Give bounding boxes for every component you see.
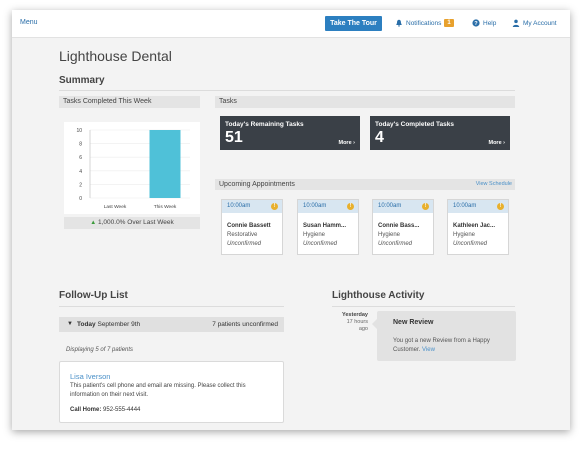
svg-text:?: ? xyxy=(474,21,478,27)
activity-timestamp: Yesterday 17 hours ago xyxy=(328,312,368,333)
appointment-card[interactable]: 10:00am! Susan Hamm... Hygiene Unconfirm… xyxy=(297,199,359,255)
tasks-header: Tasks xyxy=(215,96,515,108)
appointment-status: Unconfirmed xyxy=(453,241,488,247)
chart-footer-text: 1,000.0% Over Last Week xyxy=(98,219,174,226)
appointment-card[interactable]: 10:00am! Connie Bass... Hygiene Unconfir… xyxy=(372,199,434,255)
completed-tasks-more-link[interactable]: More › xyxy=(488,140,505,146)
completed-tasks-card[interactable]: Today's Completed Tasks 4 More › xyxy=(370,116,510,150)
y-tick-label: 0 xyxy=(79,196,82,202)
activity-time-ago-suffix: ago xyxy=(358,326,368,332)
y-tick-label: 2 xyxy=(79,182,82,188)
appointment-patient-name: Connie Bassett xyxy=(227,223,271,229)
followup-unconfirmed-count: 7 patients unconfirmed xyxy=(212,321,278,328)
summary-divider xyxy=(59,90,515,91)
caret-down-icon: ▼ xyxy=(67,321,73,327)
followup-title: Follow-Up List xyxy=(59,290,128,301)
remaining-tasks-card[interactable]: Today's Remaining Tasks 51 More › xyxy=(220,116,360,150)
appointment-patient-name: Connie Bass... xyxy=(378,223,420,229)
activity-divider xyxy=(332,306,515,307)
appointment-type: Hygiene xyxy=(453,232,476,238)
appointment-status: Unconfirmed xyxy=(378,241,413,247)
tasks-completed-header: Tasks Completed This Week xyxy=(59,96,200,108)
followup-date: September 9th xyxy=(97,321,141,328)
warning-icon: ! xyxy=(271,203,278,210)
chevron-right-icon: › xyxy=(503,140,505,146)
appointment-patient-name: Susan Hamm... xyxy=(303,223,347,229)
y-tick-label: 8 xyxy=(79,142,82,148)
activity-card-text: You got a new Review from a Happy Custom… xyxy=(393,338,490,353)
activity-title: Lighthouse Activity xyxy=(332,290,425,301)
menu-link[interactable]: Menu xyxy=(20,19,38,26)
notifications-label: Notifications xyxy=(406,19,442,27)
followup-divider xyxy=(59,306,284,307)
activity-card-text-block: You got a new Review from a Happy Custom… xyxy=(393,337,511,355)
patient-message: This patient's cell phone and email are … xyxy=(70,383,246,398)
top-bar: Menu Take The Tour Notifications 1 ? Hel… xyxy=(12,10,570,38)
upcoming-appointments-header: Upcoming Appointments View Schedule xyxy=(215,179,515,190)
up-arrow-icon: ▲ xyxy=(90,220,97,226)
activity-view-link[interactable]: View xyxy=(422,347,435,353)
warning-icon: ! xyxy=(422,203,429,210)
notifications-count-badge: 1 xyxy=(444,19,454,27)
appointment-status: Unconfirmed xyxy=(303,241,338,247)
summary-title: Summary xyxy=(59,75,105,86)
view-schedule-link[interactable]: View Schedule xyxy=(475,181,512,187)
patient-phone[interactable]: 952-555-4444 xyxy=(103,407,141,413)
followup-day-bar[interactable]: ▼ Today September 9th 7 patients unconfi… xyxy=(59,317,284,332)
x-tick-label: Last Week xyxy=(104,204,127,210)
appointment-time: 10:00am xyxy=(453,203,477,209)
appointment-card[interactable]: 10:00am! Kathleen Jac... Hygiene Unconfi… xyxy=(447,199,509,255)
appointment-status: Unconfirmed xyxy=(227,241,262,247)
followup-day-label: Today xyxy=(77,321,96,328)
remaining-tasks-label: Today's Remaining Tasks xyxy=(225,121,304,128)
followup-displaying-text: Displaying 5 of 7 patients xyxy=(66,347,134,353)
appointment-patient-name: Kathleen Jac... xyxy=(453,223,496,229)
appointment-time: 10:00am xyxy=(303,203,327,209)
appointment-time: 10:00am xyxy=(227,203,251,209)
chart-footer: ▲ 1,000.0% Over Last Week xyxy=(64,217,200,229)
help-icon: ? xyxy=(472,19,480,27)
my-account-label: My Account xyxy=(523,19,557,27)
y-tick-label: 10 xyxy=(76,128,82,134)
completed-tasks-value: 4 xyxy=(375,129,384,146)
bell-icon xyxy=(396,19,402,27)
activity-time-day: Yesterday xyxy=(342,312,368,318)
y-tick-label: 4 xyxy=(79,169,82,175)
user-icon xyxy=(512,19,520,27)
appointment-card[interactable]: 10:00am! Connie Bassett Restorative Unco… xyxy=(221,199,283,255)
x-tick-label: This Week xyxy=(154,204,177,210)
y-tick-label: 6 xyxy=(79,155,82,161)
patient-phone-row: Call Home: 952-555-4444 xyxy=(70,407,140,413)
my-account-link[interactable]: My Account xyxy=(512,19,557,27)
appointment-type: Hygiene xyxy=(303,232,326,238)
help-label: Help xyxy=(483,19,497,27)
bar-chart: 0 2 4 6 8 10 Last Week This Week xyxy=(76,128,190,210)
patient-card[interactable]: Lisa Iverson This patient's cell phone a… xyxy=(59,361,284,423)
appointment-type: Hygiene xyxy=(378,232,401,238)
remaining-tasks-more-link[interactable]: More › xyxy=(338,140,355,146)
activity-card-title: New Review xyxy=(393,319,434,326)
tasks-completed-chart: 0 2 4 6 8 10 Last Week This Week xyxy=(64,122,200,214)
help-link[interactable]: ? Help xyxy=(472,19,496,27)
page-title: Lighthouse Dental xyxy=(59,48,172,64)
completed-tasks-label: Today's Completed Tasks xyxy=(375,121,454,128)
warning-icon: ! xyxy=(497,203,504,210)
notifications-link[interactable]: Notifications 1 xyxy=(395,19,454,27)
patient-name-link[interactable]: Lisa Iverson xyxy=(70,372,111,381)
appointment-time: 10:00am xyxy=(378,203,402,209)
chevron-right-icon: › xyxy=(353,140,355,146)
activity-time-ago: 17 hours xyxy=(346,319,368,325)
patient-phone-label: Call Home: xyxy=(70,407,102,413)
bar[interactable] xyxy=(149,130,181,198)
appointment-type: Restorative xyxy=(227,232,258,238)
activity-card[interactable]: New Review You got a new Review from a H… xyxy=(372,311,516,361)
take-the-tour-button[interactable]: Take The Tour xyxy=(325,16,382,31)
remaining-tasks-value: 51 xyxy=(225,129,243,146)
app-window: Menu Take The Tour Notifications 1 ? Hel… xyxy=(12,10,570,430)
upcoming-appointments-title: Upcoming Appointments xyxy=(219,181,295,188)
warning-icon: ! xyxy=(347,203,354,210)
